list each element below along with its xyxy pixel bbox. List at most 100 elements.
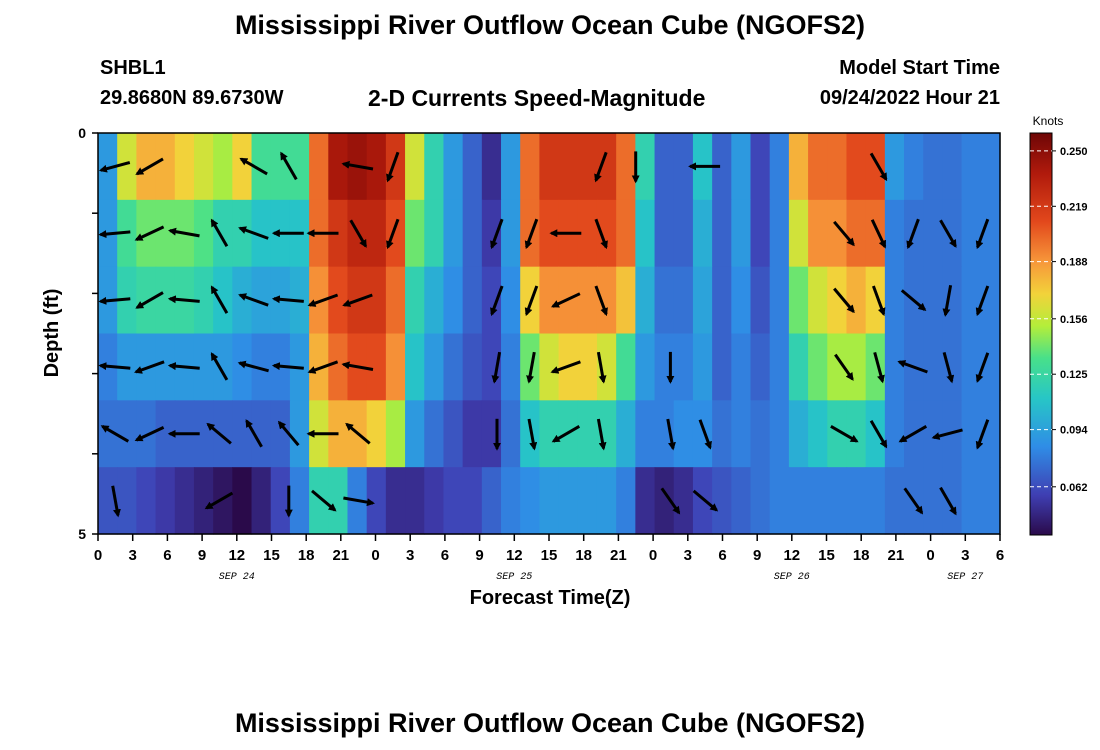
colorbar-tick-label: 0.250 — [1060, 146, 1088, 158]
x-tick-label: 18 — [298, 547, 315, 564]
heatmap-cell — [577, 467, 598, 535]
heatmap-cell — [692, 467, 713, 535]
heatmap-cell — [289, 133, 310, 201]
x-tick-label: 3 — [684, 547, 692, 564]
heatmap-cell — [424, 400, 445, 468]
date-label: SEP 27 — [947, 572, 983, 583]
heatmap-cell — [462, 400, 483, 468]
heatmap-cell — [673, 133, 694, 201]
heatmap-cell — [654, 400, 675, 468]
date-label: SEP 24 — [219, 572, 255, 583]
heatmap-cell — [385, 133, 406, 201]
heatmap-cell — [692, 400, 713, 468]
heatmap-cell — [251, 199, 272, 268]
y-tick-label: 0 — [78, 125, 86, 141]
heatmap-cell — [980, 199, 1001, 268]
heatmap-cell — [193, 266, 214, 335]
heatmap-cell — [481, 199, 502, 268]
heatmap-cell — [501, 133, 521, 201]
heatmap-cell — [788, 199, 809, 268]
heatmap-cell — [328, 266, 349, 335]
x-tick-label: 3 — [406, 547, 414, 564]
y-tick-label: 5 — [78, 526, 86, 542]
date-label: SEP 26 — [774, 572, 810, 583]
heatmap-cell — [750, 266, 771, 335]
model-start-label: Model Start Time — [839, 57, 1000, 79]
current-arrow — [271, 362, 304, 371]
heatmap-cell — [520, 400, 540, 468]
current-arrow — [594, 151, 608, 183]
current-arrow — [342, 293, 373, 307]
current-arrow — [341, 160, 374, 171]
heatmap-cell — [193, 400, 214, 468]
heatmap-cell — [808, 133, 828, 201]
current-arrow — [698, 419, 712, 450]
current-arrow — [490, 285, 504, 317]
heatmap-cell — [405, 467, 425, 535]
heatmap-cell — [193, 467, 214, 535]
current-arrow — [939, 219, 957, 248]
heatmap-cell — [481, 333, 502, 401]
heatmap-cell — [596, 333, 617, 401]
heatmap-cell — [213, 333, 233, 401]
heatmap-cell — [213, 133, 233, 201]
heatmap-cell — [232, 467, 253, 535]
heatmap-cell — [673, 333, 694, 401]
heatmap-cell — [174, 467, 195, 535]
current-arrow — [238, 226, 269, 240]
current-arrow — [526, 351, 536, 384]
x-tick-label: 0 — [926, 547, 934, 564]
current-arrow — [666, 418, 676, 451]
heatmap-cell — [750, 133, 771, 201]
heatmap-cell — [980, 333, 1001, 401]
heatmap-cell — [596, 400, 617, 468]
heatmap-cell — [501, 333, 521, 401]
heatmap-cell — [827, 199, 848, 268]
current-arrow — [343, 496, 375, 507]
current-arrow — [341, 361, 374, 371]
heatmap-cell — [961, 333, 982, 401]
current-arrow — [692, 489, 719, 512]
heatmap-cell — [98, 133, 118, 201]
heatmap-cell — [788, 133, 809, 201]
x-tick-label: 15 — [263, 547, 280, 564]
x-tick-label: 6 — [718, 547, 726, 564]
x-tick-label: 21 — [888, 547, 905, 564]
heatmap-cell — [232, 133, 253, 201]
heatmap-cell — [712, 199, 732, 268]
current-arrow — [596, 418, 607, 451]
heatmap-cell — [923, 266, 944, 335]
heatmap-cell — [616, 199, 636, 268]
heatmap-cell — [673, 199, 694, 268]
heatmap-cell — [616, 467, 636, 535]
current-arrow — [98, 161, 131, 173]
heatmap-cell — [366, 400, 387, 468]
heatmap-cell — [405, 266, 425, 335]
heatmap-cell — [961, 133, 982, 201]
heatmap-cell — [174, 133, 195, 201]
heatmap-cell — [712, 333, 732, 401]
heatmap-cell — [635, 333, 656, 401]
x-tick-label: 12 — [506, 547, 523, 564]
heatmap-cell — [731, 400, 752, 468]
current-arrow — [238, 293, 269, 307]
x-tick-label: 15 — [541, 547, 558, 564]
chart-subtitle: 2-D Currents Speed-Magnitude — [368, 85, 706, 111]
heatmap-cell — [616, 266, 636, 335]
current-arrow — [594, 218, 608, 250]
heatmap-cell — [692, 199, 713, 268]
heatmap-cell — [577, 333, 598, 401]
heatmap-cell — [462, 333, 483, 401]
current-arrow — [134, 225, 165, 241]
heatmap-cell — [98, 467, 118, 535]
x-tick-label: 6 — [996, 547, 1004, 564]
heatmap-cell — [443, 467, 464, 535]
current-arrow — [869, 152, 888, 182]
current-arrow — [111, 485, 121, 518]
heatmap-cell — [539, 333, 560, 401]
heatmap-cell — [673, 400, 694, 468]
heatmap-cell — [731, 333, 752, 401]
heatmap-cell — [558, 133, 579, 201]
current-arrow — [386, 218, 400, 250]
heatmap-cell — [750, 467, 771, 535]
